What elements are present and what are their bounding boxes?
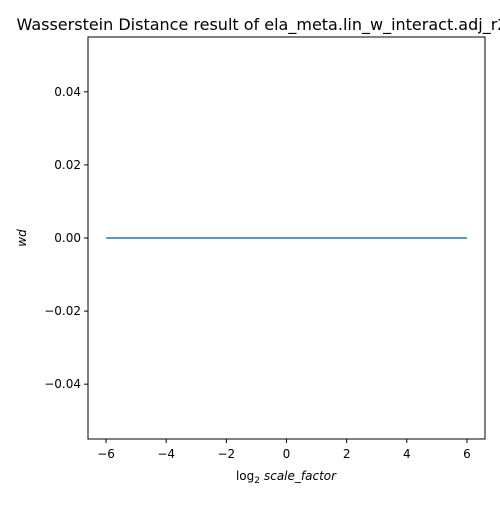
y-axis-label: wd — [15, 229, 29, 247]
x-tick-label: −2 — [217, 447, 235, 461]
x-tick-label: 6 — [463, 447, 471, 461]
chart-title: Wasserstein Distance result of ela_meta.… — [17, 15, 500, 35]
y-tick-label: −0.02 — [44, 304, 81, 318]
x-axis-label-name: scale_factor — [264, 469, 337, 483]
y-tick-label: −0.04 — [44, 377, 81, 391]
x-axis-label-subscript: 2 — [254, 476, 260, 486]
y-tick-label: 0.04 — [54, 85, 81, 99]
x-axis-label-prefix: log — [236, 469, 254, 483]
y-tick-label: 0.00 — [54, 231, 81, 245]
x-axis-label: log2 scale_factor — [236, 469, 337, 486]
x-tick-label: 2 — [343, 447, 351, 461]
y-tick-label: 0.02 — [54, 158, 81, 172]
x-tick-label: −6 — [97, 447, 115, 461]
x-axis: −6 −4 −2 0 2 4 6 — [97, 439, 471, 461]
x-tick-label: 0 — [283, 447, 291, 461]
x-tick-label: −4 — [157, 447, 175, 461]
y-axis: −0.04 −0.02 0.00 0.02 0.04 — [44, 85, 88, 391]
x-tick-label: 4 — [403, 447, 411, 461]
